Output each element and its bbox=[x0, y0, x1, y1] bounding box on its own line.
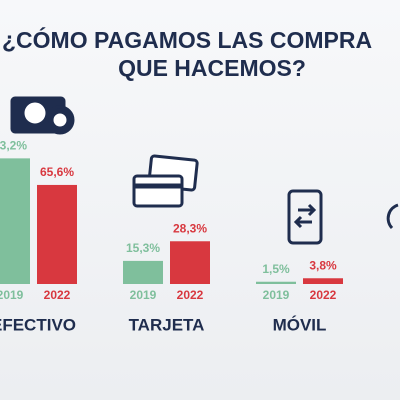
bar bbox=[123, 260, 163, 284]
category-label: TARJETA bbox=[129, 315, 205, 334]
value-label: 65,6% bbox=[40, 165, 74, 179]
year-label: 2022 bbox=[310, 288, 337, 302]
bar bbox=[303, 278, 343, 284]
cash-icon bbox=[10, 96, 75, 135]
chart-title: ¿CÓMO PAGAMOS LAS COMPRA bbox=[2, 26, 372, 53]
year-label: 2019 bbox=[130, 288, 157, 302]
other-icon bbox=[386, 203, 399, 230]
category-label: EFECTIVO bbox=[0, 315, 76, 334]
value-label: 15,3% bbox=[126, 241, 160, 255]
bar bbox=[0, 158, 30, 284]
card-icon bbox=[132, 154, 199, 208]
bar bbox=[256, 281, 296, 284]
chart-title: QUE HACEMOS? bbox=[118, 55, 306, 81]
bar bbox=[37, 184, 77, 284]
value-label: 28,3% bbox=[173, 221, 207, 235]
value-label: 3,8% bbox=[309, 258, 337, 272]
bar bbox=[170, 241, 210, 284]
year-label: 2019 bbox=[0, 288, 24, 302]
value-label: 1,5% bbox=[262, 262, 290, 276]
value-label: 83,2% bbox=[0, 139, 27, 153]
year-label: 2022 bbox=[44, 288, 71, 302]
year-label: 2022 bbox=[177, 288, 204, 302]
category-label: MÓVIL bbox=[273, 315, 327, 334]
mobile-icon bbox=[287, 189, 323, 245]
year-label: 2019 bbox=[263, 288, 290, 302]
